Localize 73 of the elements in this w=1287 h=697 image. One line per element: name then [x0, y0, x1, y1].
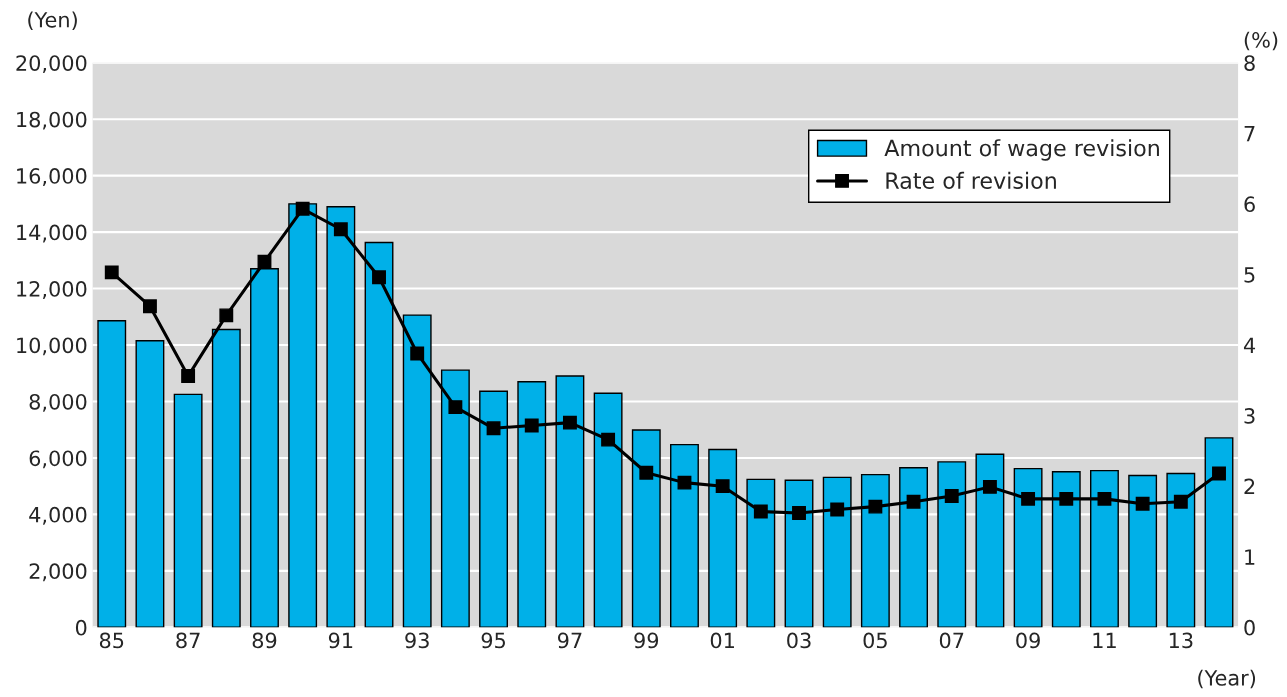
point [792, 506, 806, 520]
y-tick-label: 2,000 [29, 563, 87, 582]
legend-label: Amount of wage revision [884, 139, 1159, 161]
y2-tick-label: 0 [1244, 619, 1255, 636]
point [448, 400, 463, 415]
point [410, 346, 425, 361]
x-tick-label: 89 [252, 632, 277, 649]
y2-axis-title: (%) [1244, 31, 1278, 51]
point [868, 499, 883, 514]
x-tick-label: 87 [176, 632, 200, 649]
y2-tick-label: 6 [1244, 196, 1255, 213]
y-tick-label: 8,000 [29, 393, 87, 412]
x-tick-label: 99 [634, 632, 659, 649]
y-axis-title: (Yen) [28, 11, 77, 31]
point [1021, 491, 1036, 506]
point [601, 432, 616, 447]
point [104, 265, 119, 280]
x-tick-label: 95 [481, 632, 505, 649]
x-tick-label: 11 [1093, 632, 1116, 648]
x-tick-label: 03 [787, 632, 811, 649]
point [486, 421, 501, 436]
x-axis-title: (Year) [1198, 669, 1256, 689]
y2-tick-label: 1 [1245, 549, 1255, 565]
x-tick-label: 13 [1169, 632, 1193, 649]
point [1135, 496, 1150, 511]
y2-tick-label: 3 [1244, 408, 1255, 424]
x-tick-label: 09 [1016, 632, 1040, 649]
bar [135, 340, 165, 628]
y2-tick-label: 2 [1244, 478, 1255, 495]
point [639, 465, 654, 480]
point [1097, 491, 1112, 506]
point [295, 201, 310, 216]
x-tick-label: 91 [328, 632, 353, 649]
y-tick-label: 4,000 [29, 506, 87, 525]
point [142, 299, 157, 314]
y-tick-label: 6,000 [29, 450, 87, 469]
y-tick-label: 14,000 [17, 224, 87, 243]
y-tick-label: 12,000 [17, 281, 87, 299]
y2-tick-label: 5 [1244, 267, 1255, 283]
y-tick-label: 0 [75, 619, 87, 636]
x-tick-label: 01 [710, 632, 734, 649]
point [906, 494, 921, 509]
y-tick-label: 10,000 [17, 337, 87, 356]
point [562, 415, 577, 430]
x-tick-label: 93 [405, 632, 429, 649]
point [524, 418, 539, 433]
x-tick-label: 97 [557, 632, 582, 649]
y2-tick-label: 4 [1243, 337, 1256, 353]
x-tick-label: 85 [99, 632, 124, 649]
point [753, 504, 768, 519]
y2-tick-label: 8 [1244, 55, 1255, 71]
point [1059, 491, 1074, 506]
y-tick-label: 16,000 [17, 168, 87, 186]
point [372, 270, 386, 285]
bar [173, 393, 203, 628]
point [1212, 466, 1226, 481]
x-tick-label: 07 [939, 632, 964, 649]
point [1173, 494, 1188, 509]
point [333, 222, 348, 237]
x-tick-label: 05 [863, 632, 887, 649]
point [944, 489, 959, 503]
bar [97, 320, 127, 628]
y-tick-label: 18,000 [17, 111, 87, 130]
point [219, 308, 234, 323]
point [715, 479, 730, 494]
point [830, 502, 845, 517]
y2-tick-label: 7 [1244, 126, 1255, 142]
y-tick-label: 20,000 [16, 55, 87, 74]
point [982, 479, 997, 494]
point [257, 254, 272, 269]
point [181, 369, 196, 384]
legend-label: Rate of revision [886, 171, 1056, 190]
point [677, 475, 692, 490]
